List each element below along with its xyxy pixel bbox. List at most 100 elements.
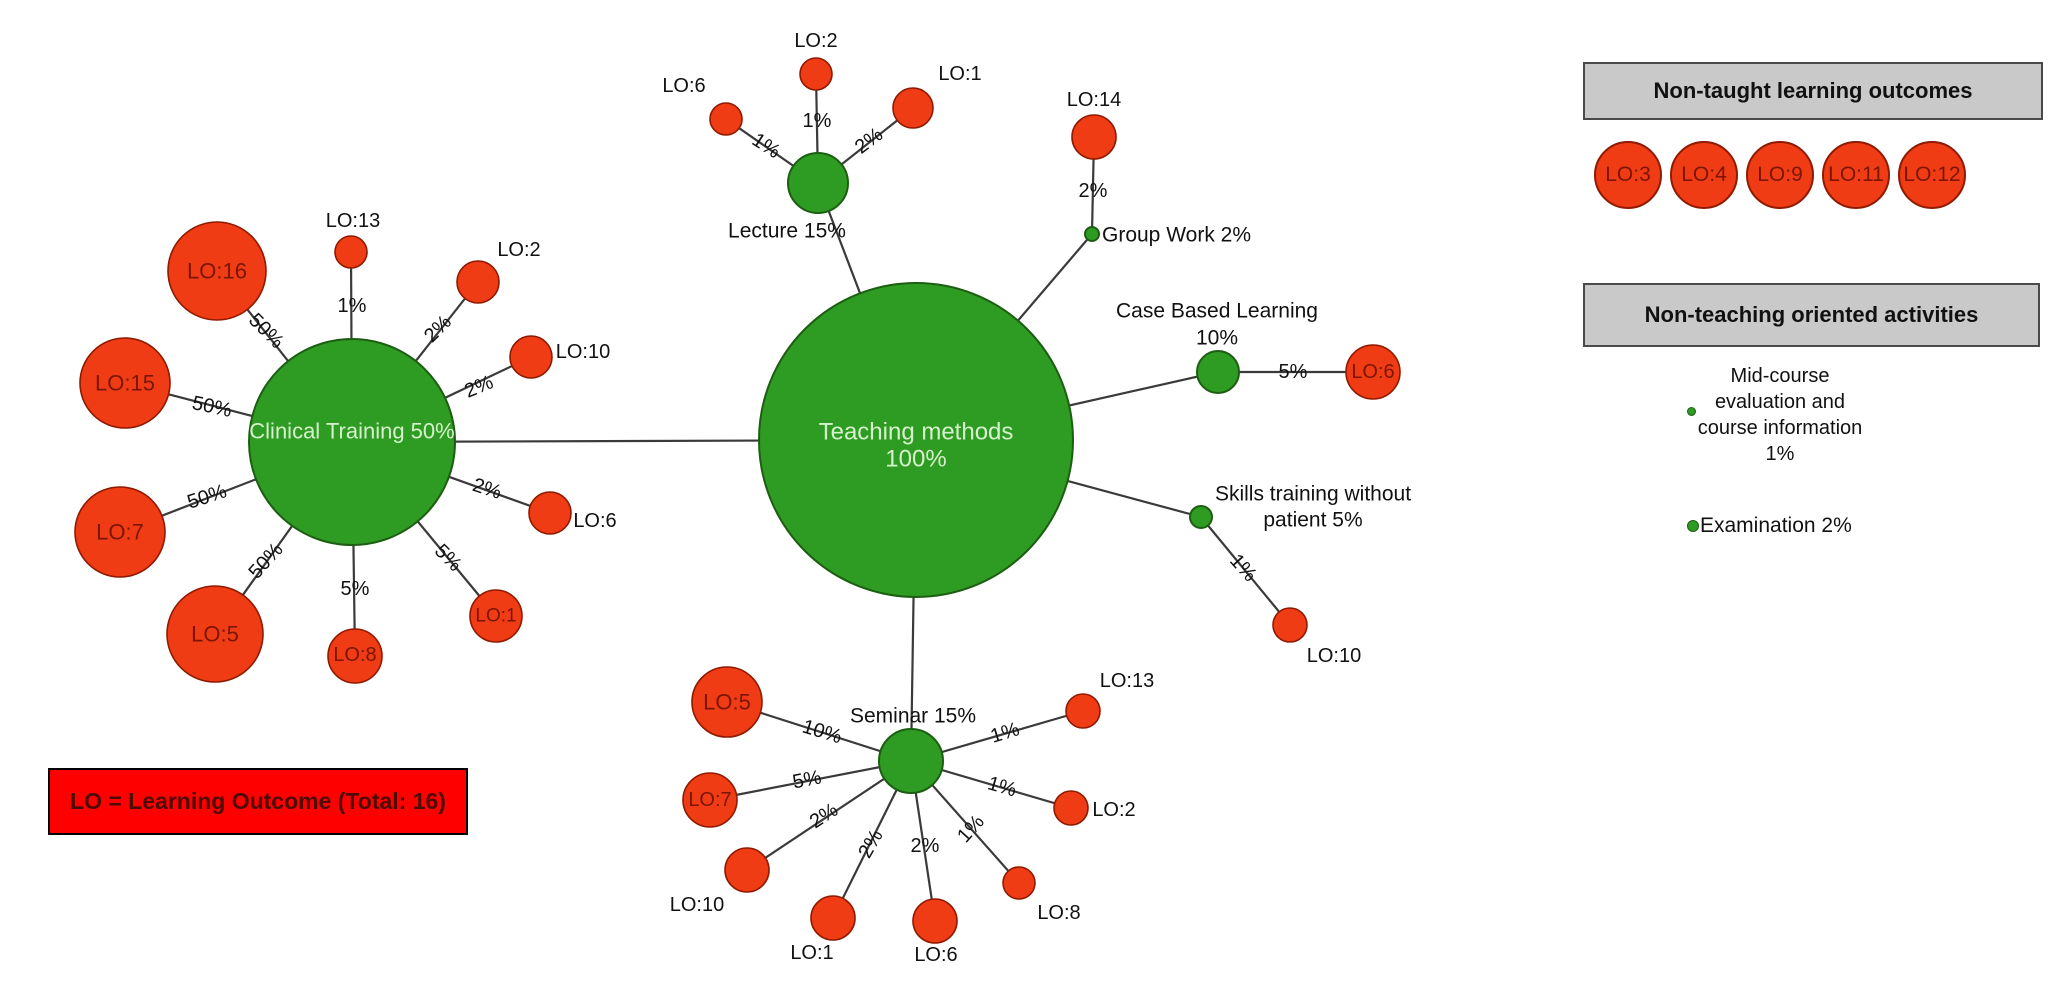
edge-label-clinical-c5: 50% [244,539,287,584]
non-taught-lo-circle: LO:12 [1898,141,1966,209]
node-l6-label: LO:6 [662,75,705,97]
lo-legend-box: LO = Learning Outcome (Total: 16) [48,768,468,835]
edge-label-seminar-se1: 2% [854,826,888,862]
node-se1-label: LO:1 [790,942,833,964]
edge-label-seminar-se2: 1% [985,772,1019,801]
node-c10-circle [509,335,553,379]
node-c16-label: LO:16 [187,259,247,284]
node-l1-circle [892,87,934,129]
node-seminar-label: Seminar 15% [850,705,976,728]
edge-label-seminar-se5: 10% [800,716,845,749]
mid-course-dot-icon [1687,407,1696,416]
edge-label-lecture-l2: 1% [803,110,832,132]
examination-dot-icon [1687,520,1699,532]
edge-label-clinical-c13: 1% [338,295,367,317]
non-taught-lo-circle: LO:9 [1746,141,1814,209]
node-se7-circle [682,772,738,828]
node-g14-circle [1071,114,1117,160]
mid-course-label: Mid-course evaluation and course informati… [1660,363,1900,467]
node-skills-circle [1189,505,1213,529]
node-c8-circle [327,628,383,684]
node-skills-label: Skills training without [1215,483,1411,506]
node-c2-label: LO:2 [497,239,540,261]
edge-label-cbl-cb6: 5% [1279,361,1308,383]
edge-label-groupwork-g14: 2% [1079,180,1108,202]
node-se6-label: LO:6 [914,944,957,966]
node-se5-label: LO:5 [703,690,751,715]
node-s10-label: LO:10 [1307,645,1361,667]
node-teaching-label: 100% [885,446,946,473]
node-seminar-circle [878,728,944,794]
node-l1-label: LO:1 [938,63,981,85]
node-se13-circle [1065,693,1101,729]
node-lecture-label: Lecture 15% [728,220,846,243]
node-cb6-label: LO:6 [1351,361,1394,383]
non-taught-lo-circle: LO:11 [1822,141,1890,209]
non-taught-panel-header: Non-taught learning outcomes [1583,62,2043,120]
node-c5-label: LO:5 [191,622,239,647]
edge-label-clinical-c8: 5% [341,578,370,600]
node-l2-label: LO:2 [794,30,837,52]
node-se5-circle [691,666,763,738]
node-cbl-circle [1196,350,1240,394]
node-se8-circle [1002,866,1036,900]
node-c15-label: LO:15 [95,371,155,396]
node-c15-circle [79,337,171,429]
mid-course-label-line: course information [1697,417,1863,439]
edge-label-seminar-se13: 1% [988,718,1022,748]
node-se1-circle [810,895,856,941]
node-g14-label: LO:14 [1067,89,1121,111]
non-teaching-panel-header: Non-teaching oriented activities [1583,283,2040,347]
node-cbl-label: 10% [1196,327,1238,350]
node-c6-circle [528,491,572,535]
node-c7-label: LO:7 [96,520,144,545]
node-skills-label: patient 5% [1263,509,1362,532]
node-c7-circle [74,486,166,578]
node-se10-label: LO:10 [670,894,724,916]
node-l6-circle [709,102,743,136]
node-se10-circle [724,847,770,893]
examination-label: Examination 2% [1700,514,1852,537]
non-taught-lo-circle: LO:4 [1670,141,1738,209]
node-s10-circle [1272,607,1308,643]
examination-item: Examination 2% [1687,514,1852,538]
edge-seminar-se7 [709,759,912,802]
edge-skills-s10 [1200,516,1291,626]
node-se7-label: LO:7 [688,789,731,811]
node-c1-circle [469,589,523,643]
node-c6-label: LO:6 [573,510,616,532]
node-c8-label: LO:8 [333,644,376,666]
node-c1-label: LO:1 [475,606,516,627]
node-c16-circle [167,221,267,321]
node-teaching-circle [758,282,1074,598]
edge-label-clinical-c7: 50% [185,480,230,513]
edge-label-clinical-c6: 2% [470,474,504,504]
edge-label-lecture-l6: 1% [748,129,784,163]
edge-label-clinical-c16: 50% [244,309,288,353]
node-se2-label: LO:2 [1092,799,1135,821]
node-c10-label: LO:10 [556,341,610,363]
node-cbl-label: Case Based Learning [1116,300,1318,323]
node-c2-circle [456,260,500,304]
edge-label-seminar-se6: 2% [911,835,940,857]
node-groupwork-circle [1084,226,1100,242]
node-se13-label: LO:13 [1100,670,1154,692]
node-c13-label: LO:13 [326,210,380,232]
node-se2-circle [1053,790,1089,826]
node-l2-circle [799,57,833,91]
node-c5-circle [166,585,264,683]
edge-label-clinical-c15: 50% [190,392,234,422]
node-teaching-label: Teaching methods [819,419,1014,446]
edge-label-clinical-c1: 5% [430,540,466,576]
node-se6-circle [912,898,958,944]
mid-course-label-line: evaluation and [1714,391,1846,413]
mid-course-label-line: 1% [1765,443,1795,465]
node-clinical-label: Clinical Training 50% [249,419,454,444]
node-cb6-circle [1345,344,1401,400]
edge-label-seminar-se7: 5% [791,766,824,793]
node-groupwork-label: Group Work 2% [1102,224,1251,247]
node-lecture-circle [787,152,849,214]
non-taught-lo-circle: LO:3 [1594,141,1662,209]
